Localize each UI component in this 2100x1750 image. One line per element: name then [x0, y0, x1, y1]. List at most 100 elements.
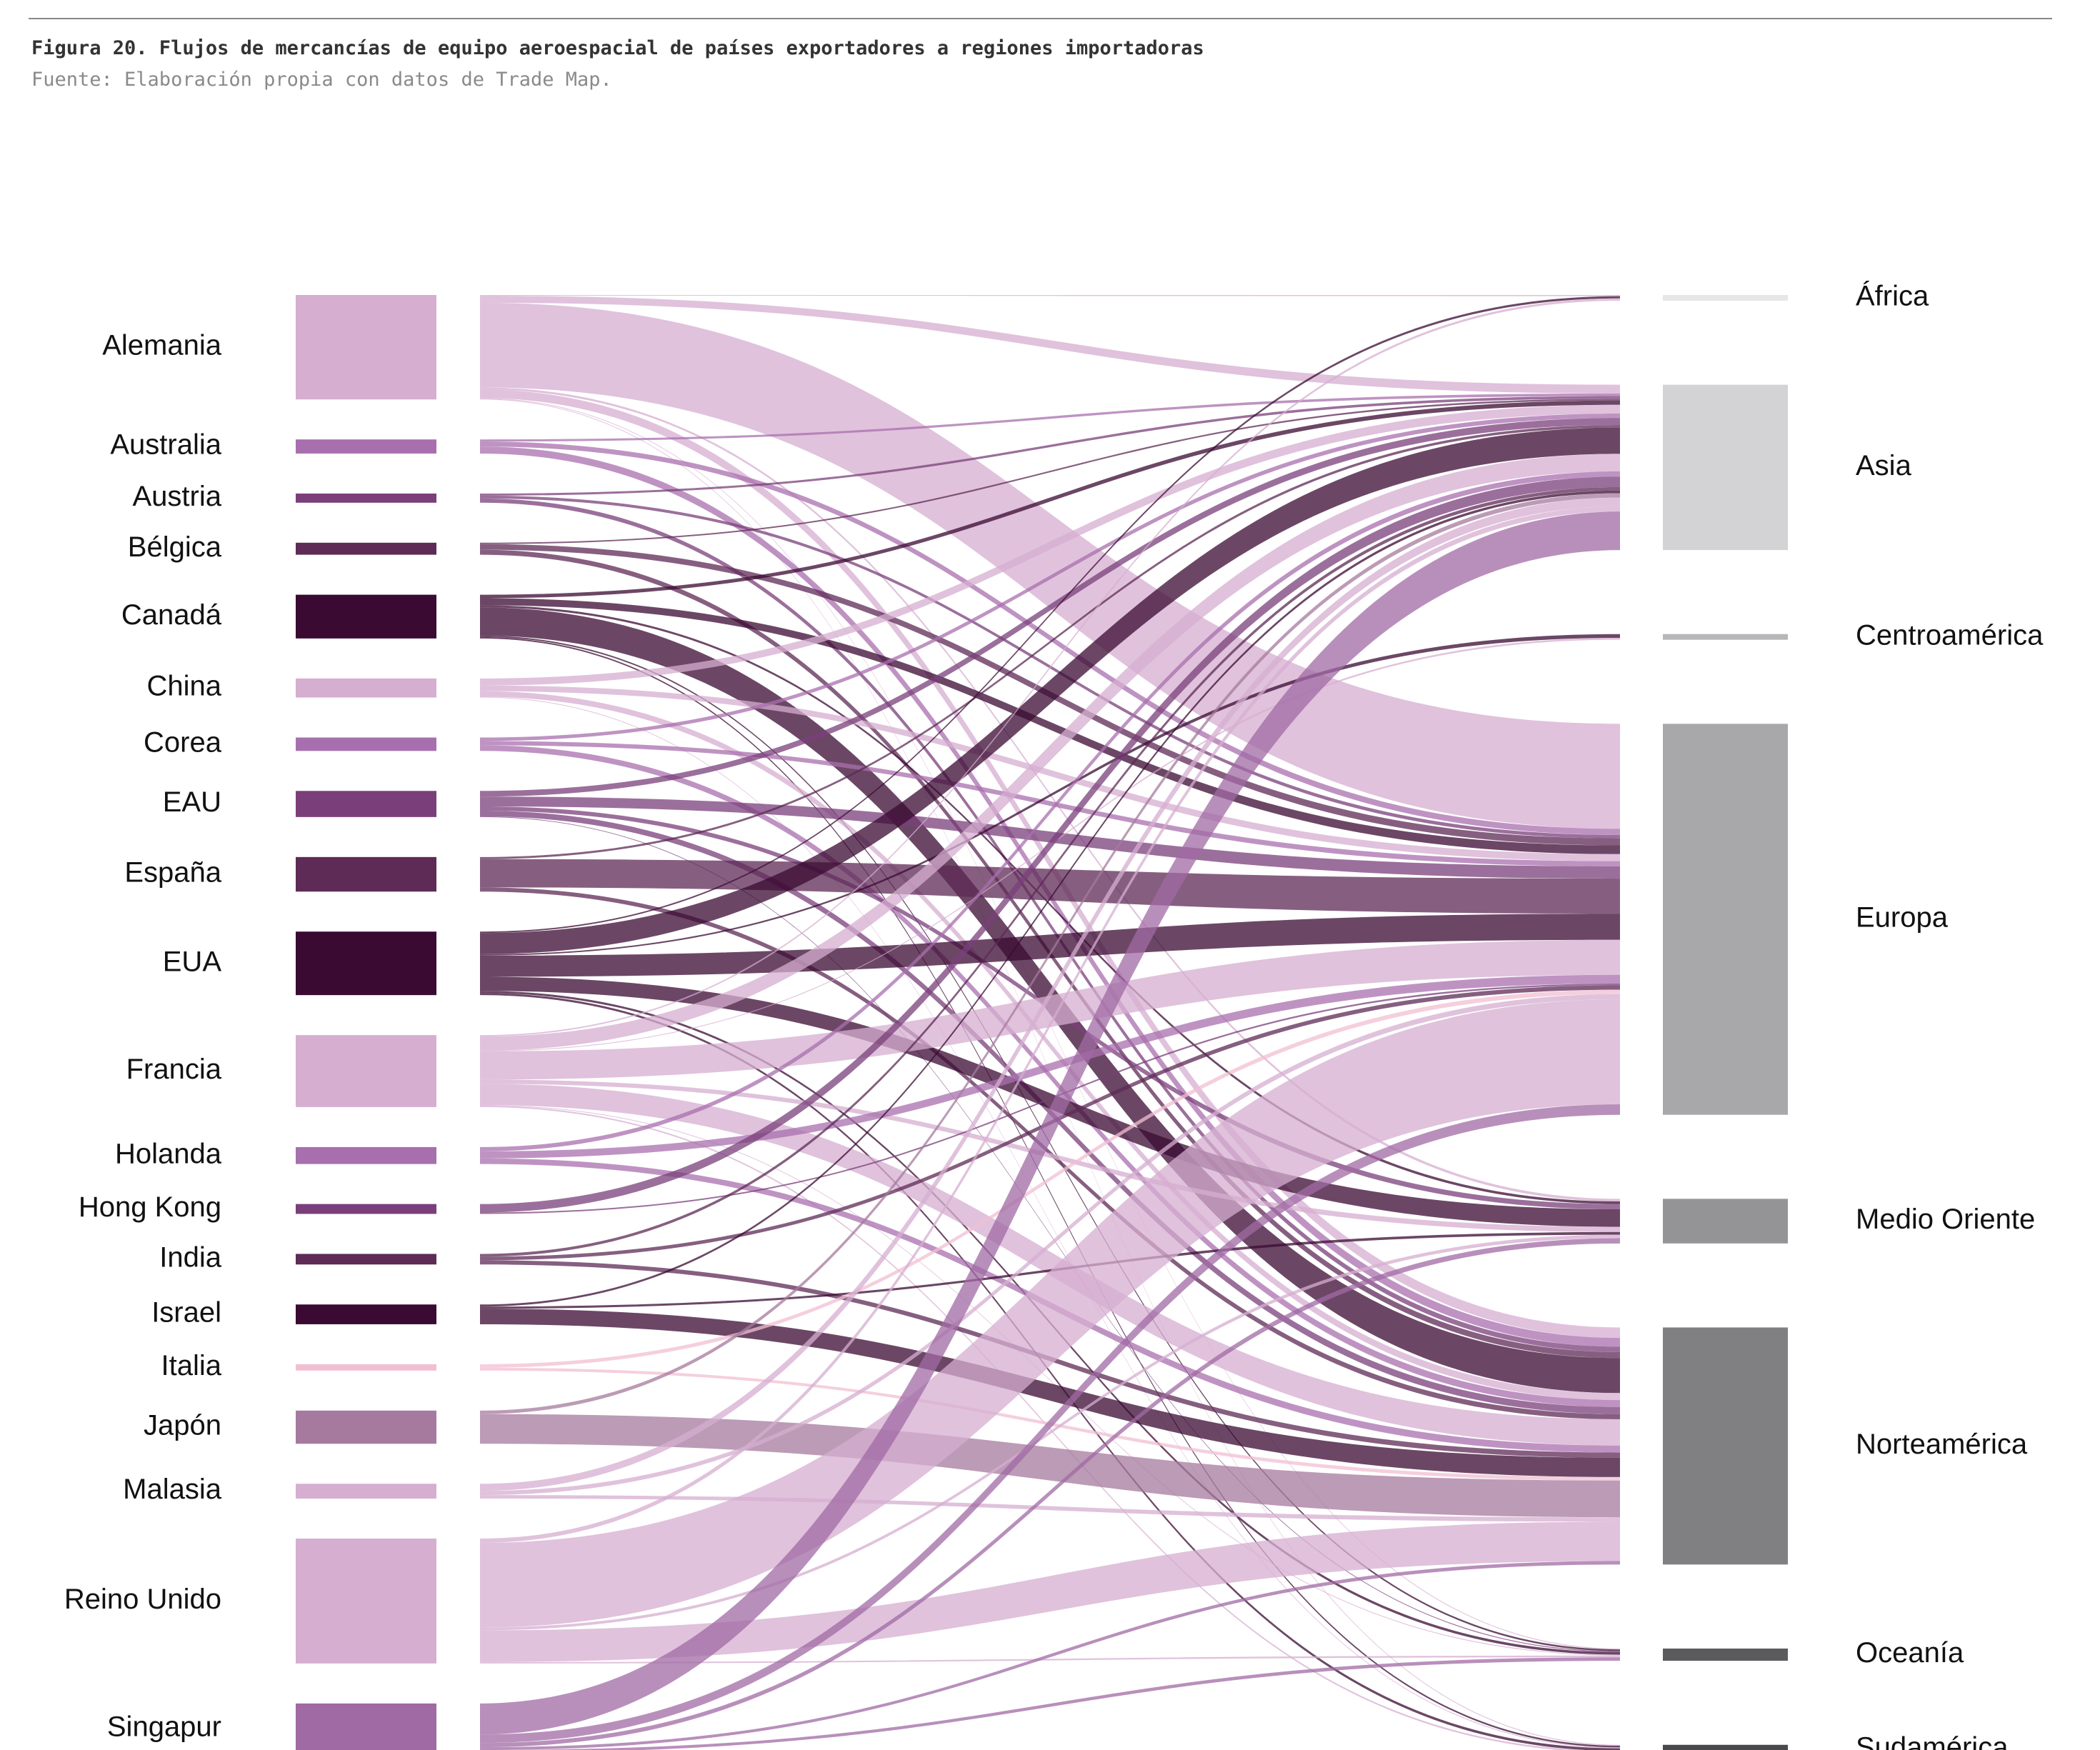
flow-eua-to-medio-oriente	[480, 976, 1620, 1227]
importer-node-oceania	[1663, 1648, 1788, 1661]
exporter-node-austria	[296, 493, 436, 503]
flow-holanda-to-europa	[480, 974, 1620, 1159]
flow-israel-to-norteamerica	[480, 1309, 1620, 1477]
flow-china-to-europa	[480, 685, 1620, 861]
flow-eua-to-asia	[480, 427, 1620, 954]
importer-node-norteamerica	[1663, 1327, 1788, 1565]
flow-reino-unido-to-medio-oriente	[480, 1234, 1620, 1631]
exporter-node-china	[296, 678, 436, 698]
flow-israel-to-asia	[480, 490, 1620, 1307]
flow-eua-to-africa	[480, 296, 1620, 934]
flow-canada-to-medio-oriente	[480, 605, 1620, 1204]
flow-eau-to-asia	[480, 418, 1620, 797]
exporter-label-australia: Australia	[110, 429, 221, 461]
flow-espana-to-asia	[480, 424, 1620, 859]
exporter-label-singapur: Singapur	[107, 1711, 221, 1742]
flow-canada-to-sudamerica	[480, 636, 1620, 1748]
exporter-node-australia	[296, 439, 436, 454]
flow-eau-to-oceania	[480, 816, 1620, 1652]
flow-alemania-to-europa	[480, 302, 1620, 829]
exporter-node-eau	[296, 791, 436, 817]
flow-francia-to-oceania	[480, 1104, 1620, 1656]
importer-label-europa: Europa	[1856, 902, 1949, 934]
flow-japon-to-asia	[480, 493, 1620, 1414]
exporter-label-canada: Canadá	[121, 599, 222, 631]
exporter-label-reino-unido: Reino Unido	[64, 1584, 221, 1615]
flow-francia-to-europa	[480, 939, 1620, 1080]
flow-australia-to-asia	[480, 393, 1620, 442]
flow-singapur-to-oceania	[492, 1657, 1620, 1750]
exporter-label-eua: EUA	[163, 946, 222, 977]
exporter-node-reino-unido	[296, 1539, 436, 1664]
exporter-label-austria: Austria	[133, 481, 222, 512]
flow-canada-to-asia	[480, 400, 1620, 599]
flow-corea-to-europa	[480, 741, 1620, 866]
flow-malasia-to-norteamerica	[480, 1495, 1620, 1522]
importer-label-asia: Asia	[1856, 450, 1912, 481]
flow-china-to-asia	[480, 404, 1620, 686]
flow-singapur-to-asia	[480, 511, 1620, 1735]
exporter-node-francia	[296, 1035, 436, 1107]
exporter-nodes: Alemania Australia Austria Bélgica Canadá Chi…	[64, 295, 436, 1750]
flow-alemania-to-asia	[480, 295, 1620, 394]
flow-espana-to-europa	[480, 859, 1620, 914]
exporter-node-eua	[296, 931, 436, 996]
flow-singapur-to-medio-oriente	[480, 1238, 1620, 1748]
flow-italia-to-europa	[480, 989, 1620, 1368]
flow-china-to-sudamerica	[480, 696, 1620, 1749]
exporter-node-singapur	[296, 1703, 436, 1750]
flow-eua-to-sudamerica	[480, 993, 1620, 1750]
flow-israel-to-medio-oriente	[480, 1231, 1620, 1309]
flow-holanda-to-asia	[480, 471, 1620, 1151]
importer-label-centroamerica: Centroamérica	[1856, 619, 2044, 651]
flow-corea-to-norteamerica	[480, 745, 1620, 1407]
flow-belgica-to-asia	[480, 399, 1620, 544]
exporter-label-india: India	[159, 1241, 221, 1273]
flow-canada-to-oceania	[480, 635, 1620, 1651]
flow-china-to-norteamerica	[480, 691, 1620, 1401]
flow-singapur-to-europa	[480, 1104, 1620, 1744]
flow-alemania-to-sudamerica	[480, 399, 1620, 1746]
flow-canada-to-europa	[480, 598, 1620, 854]
importer-node-europa	[1663, 724, 1788, 1115]
figure-source: Fuente: Elaboración propia con datos de …	[31, 69, 612, 91]
flow-malasia-to-asia	[480, 497, 1620, 1491]
exporter-label-hong-kong: Hong Kong	[79, 1191, 221, 1223]
exporter-node-israel	[296, 1304, 436, 1324]
flow-singapur-to-norteamerica	[480, 1561, 1620, 1750]
exporter-label-francia: Francia	[126, 1054, 222, 1085]
exporter-node-canada	[296, 594, 436, 639]
flow-australia-to-europa	[480, 441, 1620, 835]
importer-node-asia	[1663, 384, 1788, 551]
importer-node-sudamerica	[1663, 1744, 1788, 1750]
flow-francia-to-africa	[480, 298, 1620, 1037]
exporter-label-espana: España	[124, 857, 221, 889]
exporter-node-espana	[296, 856, 436, 892]
importer-node-africa	[1663, 295, 1788, 301]
exporter-label-malasia: Malasia	[123, 1474, 222, 1505]
exporter-node-malasia	[296, 1484, 436, 1499]
flow-hong-kong-to-europa	[480, 984, 1620, 1214]
flow-reino-unido-to-oceania	[480, 1655, 1620, 1664]
importer-label-oceania: Oceanía	[1856, 1637, 1964, 1669]
importer-label-sudamerica: Sudamérica	[1856, 1731, 2009, 1750]
exporter-label-japon: Japón	[144, 1410, 221, 1441]
importer-nodes: África Asia Centroamérica Europa Medio Orien…	[1663, 280, 2044, 1750]
flow-reino-unido-to-europa	[480, 999, 1620, 1628]
importer-node-medio-oriente	[1663, 1199, 1788, 1244]
flow-francia-to-asia	[480, 454, 1620, 1051]
flow-eua-to-europa	[480, 914, 1620, 977]
exporter-node-alemania	[296, 295, 436, 400]
flow-india-to-asia	[480, 486, 1620, 1257]
flow-francia-to-medio-oriente	[480, 1079, 1620, 1232]
flow-austria-to-asia	[480, 396, 1620, 496]
figure-title: Figura 20. Flujos de mercancías de equip…	[31, 37, 1204, 59]
exporter-label-corea: Corea	[144, 726, 222, 758]
exporter-label-israel: Israel	[151, 1297, 221, 1329]
exporter-label-china: China	[146, 671, 221, 702]
exporter-node-india	[296, 1254, 436, 1265]
flow-hong-kong-to-asia	[480, 476, 1620, 1213]
exporter-node-hong-kong	[296, 1204, 436, 1214]
exporter-label-belgica: Bélgica	[128, 531, 222, 563]
